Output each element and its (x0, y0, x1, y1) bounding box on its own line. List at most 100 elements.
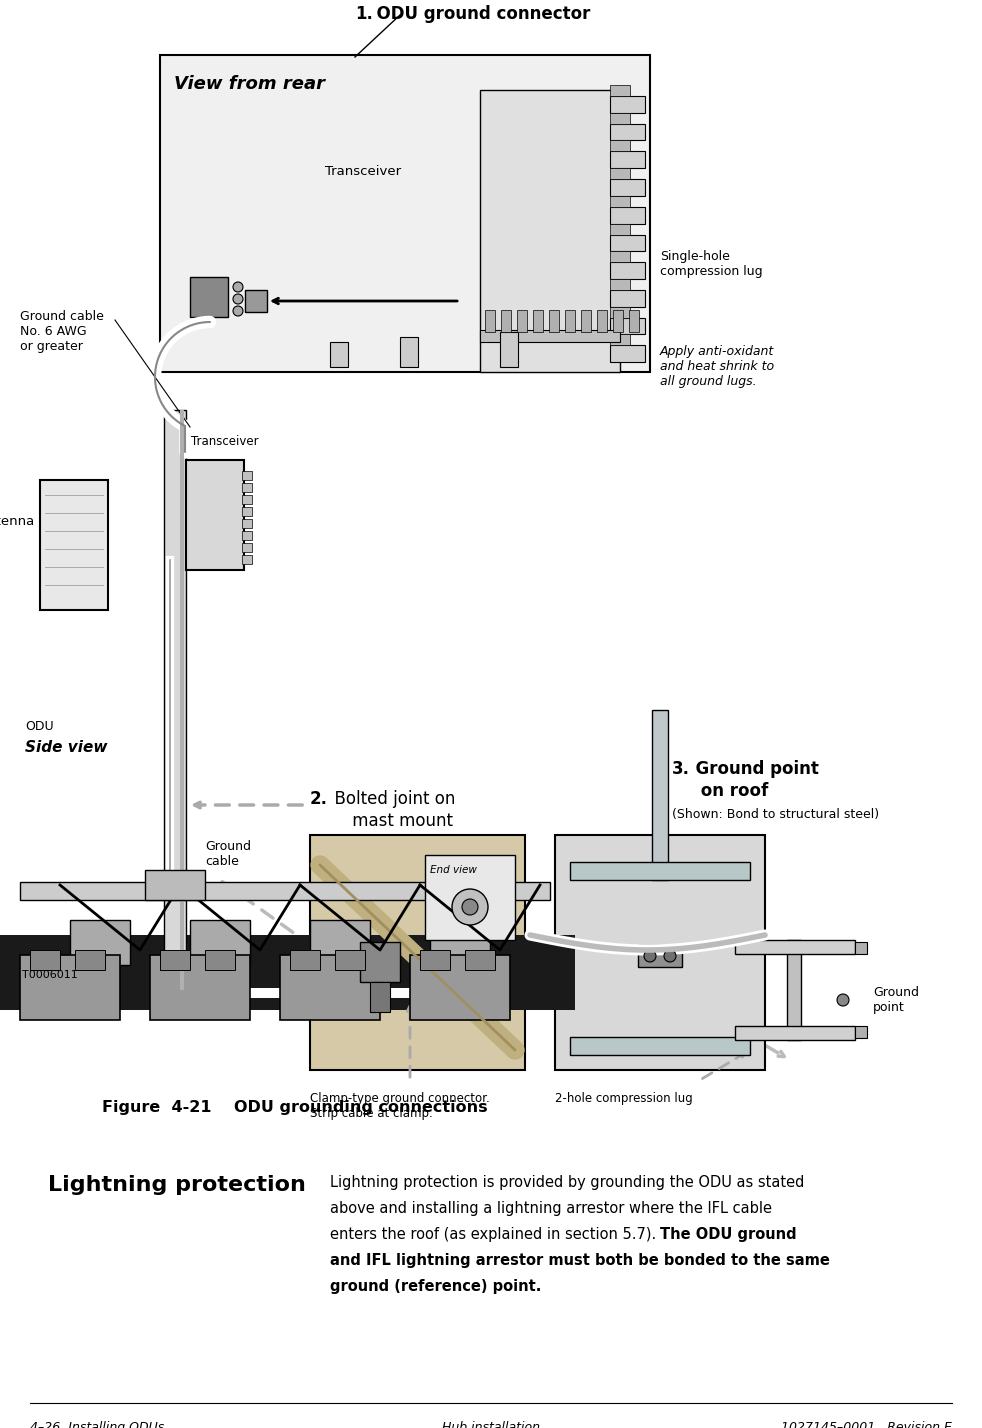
Bar (610, 113, 630, 124)
Bar (570, 863, 750, 880)
Bar (40, 480, 108, 610)
Text: (Shown: Bond to structural steel): (Shown: Bond to structural steel) (672, 808, 879, 821)
Text: Side view: Side view (25, 740, 107, 755)
Bar (370, 982, 390, 1012)
Bar (330, 341, 348, 367)
Text: on roof: on roof (672, 783, 768, 800)
Text: Lightning protection: Lightning protection (48, 1175, 305, 1195)
Bar (242, 483, 252, 493)
Bar (610, 86, 630, 96)
Bar (190, 277, 228, 317)
Bar (549, 310, 559, 331)
Bar (150, 955, 250, 1020)
Bar (610, 178, 645, 196)
Bar (597, 310, 607, 331)
Text: Transceiver: Transceiver (191, 436, 258, 448)
Text: 2.: 2. (310, 790, 328, 808)
Text: End view: End view (430, 865, 477, 875)
Circle shape (837, 994, 849, 1005)
Text: ODU ground connector: ODU ground connector (365, 6, 590, 23)
Bar (250, 988, 310, 998)
Bar (480, 90, 620, 373)
Bar (555, 835, 765, 1070)
Bar (610, 290, 645, 307)
Bar (735, 1025, 855, 1040)
Bar (450, 988, 510, 998)
Bar (610, 346, 645, 363)
Bar (735, 940, 855, 954)
Bar (610, 207, 645, 224)
Text: above and installing a lightning arrestor where the IFL cable: above and installing a lightning arresto… (330, 1201, 772, 1217)
Bar (335, 950, 365, 970)
Bar (581, 310, 591, 331)
Bar (533, 310, 543, 331)
Text: Transceiver: Transceiver (325, 166, 401, 178)
Bar (242, 507, 252, 516)
Bar (75, 950, 105, 970)
Bar (160, 950, 190, 970)
Circle shape (233, 281, 243, 291)
Text: 4–26  Installing ODUs: 4–26 Installing ODUs (30, 1421, 164, 1428)
Circle shape (452, 890, 488, 925)
Bar (242, 543, 252, 553)
Bar (501, 310, 511, 331)
Bar (610, 124, 645, 140)
Text: Ground point: Ground point (684, 760, 819, 778)
Bar (186, 460, 244, 570)
Bar (205, 950, 235, 970)
Text: T0006011: T0006011 (22, 970, 78, 980)
Bar (610, 169, 630, 178)
Bar (360, 942, 400, 982)
Circle shape (664, 950, 676, 962)
Bar (500, 331, 518, 367)
Text: Antenna: Antenna (0, 516, 35, 528)
Bar (613, 310, 623, 331)
Circle shape (233, 294, 243, 304)
Bar (430, 920, 490, 965)
Bar (465, 950, 495, 970)
Bar (0, 935, 575, 1010)
Bar (610, 263, 645, 278)
Circle shape (644, 950, 656, 962)
Text: 1027145–0001   Revision E: 1027145–0001 Revision E (781, 1421, 952, 1428)
Bar (629, 310, 639, 331)
Bar (410, 955, 510, 1020)
Bar (610, 317, 645, 334)
Bar (310, 835, 525, 1070)
Bar (242, 496, 252, 504)
Bar (280, 955, 380, 1020)
Bar (30, 950, 60, 970)
Bar (610, 140, 630, 151)
Text: 1.: 1. (355, 6, 373, 23)
Bar (652, 710, 668, 880)
Text: and IFL lightning arrestor must both be bonded to the same: and IFL lightning arrestor must both be … (330, 1252, 830, 1268)
Bar (190, 920, 250, 965)
Bar (310, 920, 370, 965)
Text: ground (reference) point.: ground (reference) point. (330, 1279, 541, 1294)
Bar (242, 531, 252, 540)
Text: Ground cable
No. 6 AWG
or greater: Ground cable No. 6 AWG or greater (20, 310, 104, 353)
Bar (610, 334, 630, 346)
Bar (610, 234, 645, 251)
Bar (638, 945, 682, 967)
Bar (20, 883, 550, 900)
Bar (400, 337, 418, 367)
Bar (610, 224, 630, 234)
Bar (242, 471, 252, 480)
Bar (570, 1037, 750, 1055)
Bar (420, 950, 450, 970)
Text: Figure  4-21    ODU grounding connections: Figure 4-21 ODU grounding connections (102, 1100, 488, 1115)
Bar (70, 920, 130, 965)
Text: 3.: 3. (672, 760, 690, 778)
Bar (610, 251, 630, 263)
Bar (485, 310, 495, 331)
Text: enters the roof (as explained in section 5.7).: enters the roof (as explained in section… (330, 1227, 661, 1242)
Text: mast mount: mast mount (326, 813, 453, 830)
Text: Lightning protection is provided by grounding the ODU as stated: Lightning protection is provided by grou… (330, 1175, 804, 1190)
Text: Ground
cable: Ground cable (205, 840, 251, 868)
Bar (160, 56, 650, 373)
Bar (610, 96, 645, 113)
Bar (855, 942, 867, 954)
Bar (50, 988, 110, 998)
Bar (610, 278, 630, 290)
